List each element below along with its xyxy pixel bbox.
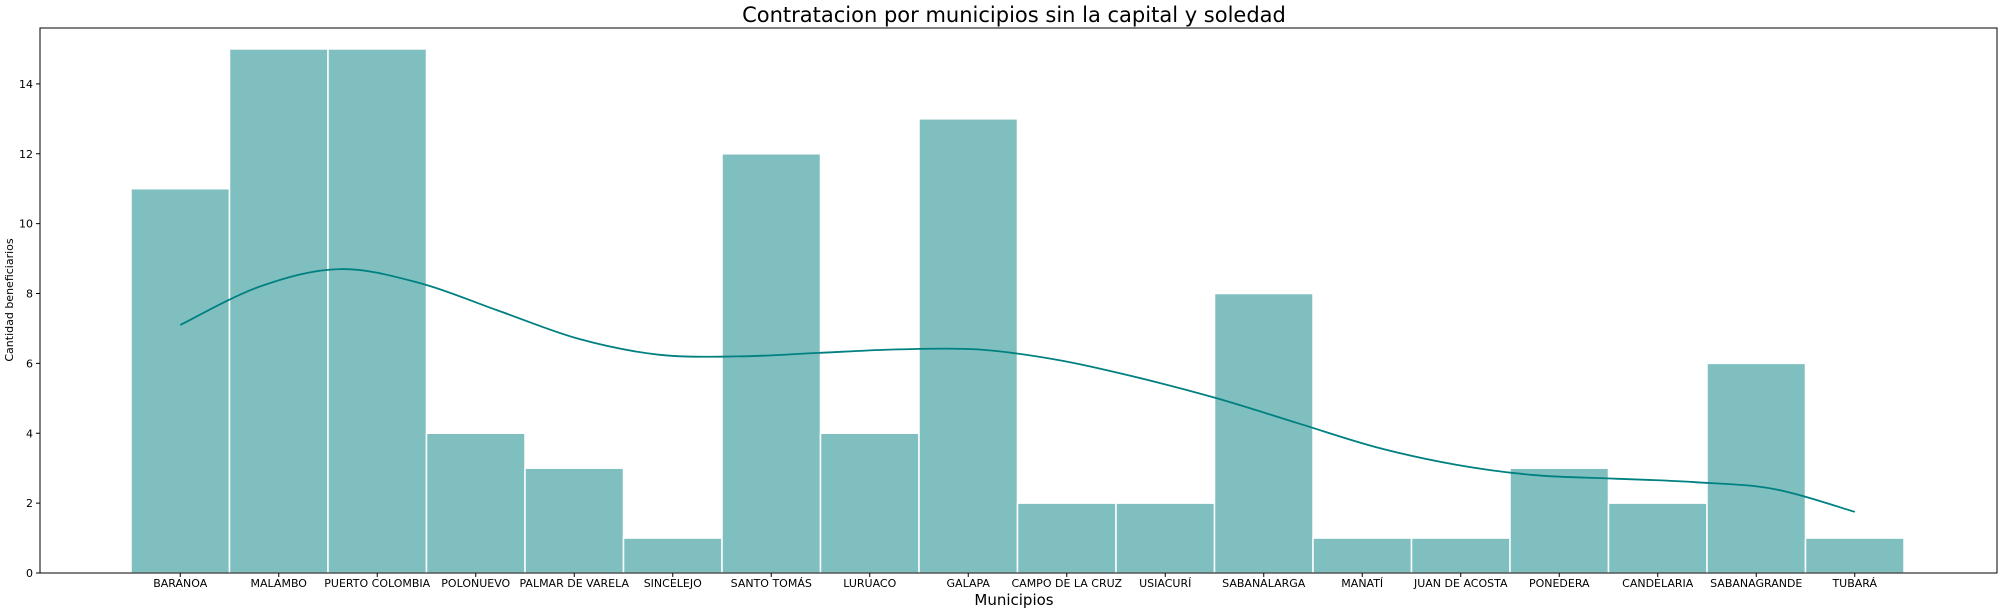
x-tick-label: POLONUEVO [441, 577, 510, 590]
bar-campo-de-la-cruz [1016, 502, 1117, 574]
x-tick-label: LURUACO [843, 577, 896, 590]
x-axis-label: Municipios [974, 591, 1053, 609]
x-tick-label: SANTO TOMÁS [731, 577, 812, 590]
x-tick-label: PALMAR DE VARELA [519, 577, 629, 590]
y-tick-label: 2 [26, 497, 33, 510]
y-tick-label: 8 [26, 288, 33, 301]
bar-puerto-colombia [327, 48, 428, 574]
x-tick-label: PUERTO COLOMBIA [324, 577, 430, 590]
bar-tubará [1804, 537, 1905, 574]
x-tick-label: SABANALARGA [1222, 577, 1306, 590]
bar-sabanagrande [1706, 362, 1807, 574]
x-tick-label: TUBARÁ [1831, 577, 1877, 590]
bar-usiacurí [1115, 502, 1216, 574]
bar-juan-de-acosta [1410, 537, 1511, 574]
y-tick-label: 4 [26, 427, 33, 440]
bar-manatí [1312, 537, 1413, 574]
bar-baranoa [130, 187, 231, 574]
x-tick-label: CAMPO DE LA CRUZ [1011, 577, 1122, 590]
x-tick-label: MANATÍ [1341, 577, 1383, 590]
bar-ponedera [1509, 467, 1610, 574]
x-tick-label: SINCELEJO [644, 577, 702, 590]
x-tick-label: CANDELARIA [1622, 577, 1694, 590]
bar-sabanalarga [1213, 292, 1314, 574]
y-tick-label: 10 [19, 218, 33, 231]
kde-line [179, 268, 1856, 513]
x-tick-label: BARANOA [153, 577, 207, 590]
bar-candelaria [1607, 502, 1708, 574]
x-tick-label: PONEDERA [1529, 577, 1590, 590]
y-axis-label: Cantidad beneficiarios [3, 238, 16, 362]
bar-malambo [228, 48, 329, 574]
bar-santo-tomás [721, 153, 822, 574]
plot-frame [39, 27, 1998, 574]
y-tick-label: 0 [26, 567, 33, 580]
y-tick-label: 14 [19, 78, 33, 91]
y-tick-label: 12 [19, 148, 33, 161]
bar-luruaco [819, 432, 920, 574]
bar-palmar-de-varela [524, 467, 625, 574]
bar-polonuevo [425, 432, 526, 574]
x-tick-label: USIACURÍ [1139, 577, 1191, 590]
plot-area: 0 2 4 6 8 10 12 14 BARANOA MALAMBO PUERTO COLOMBIA… [19, 48, 1905, 590]
bar-sincelejo [622, 537, 723, 574]
x-tick-label: MALAMBO [251, 577, 308, 590]
x-tick-label: GALAPA [947, 577, 991, 590]
x-tick-label: JUAN DE ACOSTA [1413, 577, 1508, 590]
bar-galapa [918, 118, 1019, 574]
y-tick-label: 6 [26, 357, 33, 370]
x-tick-label: SABANAGRANDE [1710, 577, 1802, 590]
chart-title: Contratacion por municipios sin la capit… [742, 3, 1286, 27]
